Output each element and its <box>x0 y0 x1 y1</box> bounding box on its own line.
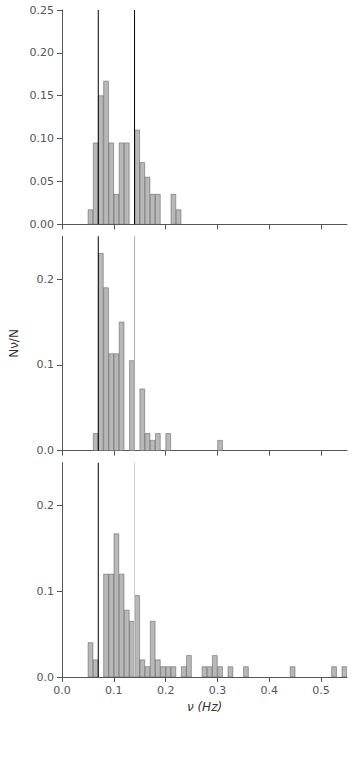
svg-text:0.1: 0.1 <box>37 585 55 598</box>
svg-text:0.10: 0.10 <box>30 132 55 145</box>
svg-text:0.2: 0.2 <box>37 273 55 286</box>
svg-text:0.1: 0.1 <box>105 684 123 697</box>
svg-text:0.05: 0.05 <box>30 175 55 188</box>
svg-text:0.1: 0.1 <box>37 358 55 371</box>
svg-text:0.0: 0.0 <box>37 671 55 684</box>
svg-text:0.4: 0.4 <box>261 684 279 697</box>
svg-text:ν (Hz): ν (Hz) <box>187 700 222 714</box>
svg-text:0.2: 0.2 <box>37 499 55 512</box>
svg-text:0.0: 0.0 <box>53 684 71 697</box>
svg-text:0.2: 0.2 <box>157 684 175 697</box>
svg-text:0.25: 0.25 <box>30 4 55 17</box>
svg-text:Nν/N: Nν/N <box>7 329 21 358</box>
svg-text:0.20: 0.20 <box>30 46 55 59</box>
svg-text:0.15: 0.15 <box>30 89 55 102</box>
svg-text:0.0: 0.0 <box>37 444 55 457</box>
svg-text:0.5: 0.5 <box>312 684 330 697</box>
svg-text:0.3: 0.3 <box>209 684 227 697</box>
svg-text:0.00: 0.00 <box>30 218 55 231</box>
